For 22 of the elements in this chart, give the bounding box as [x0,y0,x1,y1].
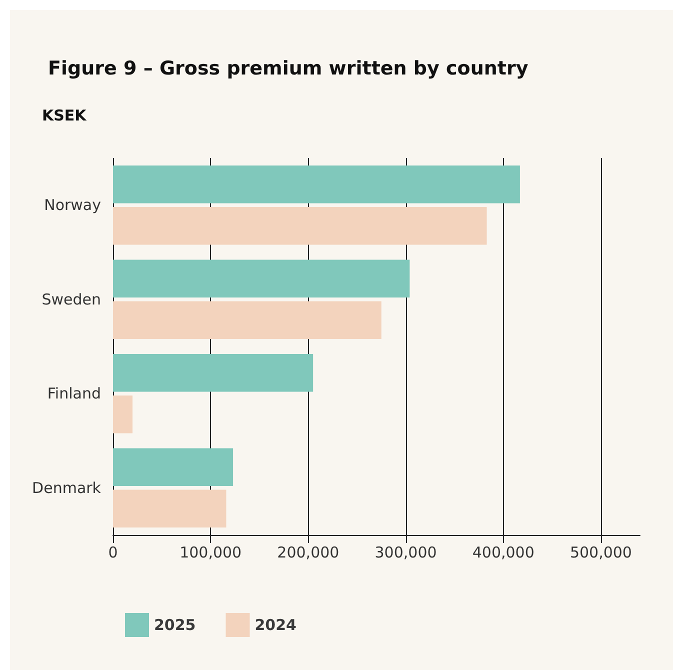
y-tick-label: Finland [47,384,101,403]
x-tick-label: 400,000 [472,544,534,562]
chart-title: Figure 9 – Gross premium written by country [48,58,529,80]
legend-label: 2024 [254,616,296,634]
x-tick-label: 300,000 [374,544,437,562]
y-tick-label: Denmark [32,478,102,497]
bar [113,396,133,434]
x-axis-title: KSEK [42,106,88,124]
bar [113,207,487,245]
x-tick-label: 500,000 [570,544,632,562]
y-tick-label: Norway [44,196,102,214]
x-tick-label: 200,000 [277,544,340,562]
y-tick-label: Sweden [42,290,101,308]
x-tick-label: 0 [108,544,118,562]
bar [113,354,314,392]
legend-label: 2025 [154,616,196,634]
x-tick-label: 100,000 [180,544,242,562]
bar [113,448,234,486]
bar [113,260,410,298]
bar [113,490,226,528]
bar [113,166,520,204]
bar [113,301,382,339]
